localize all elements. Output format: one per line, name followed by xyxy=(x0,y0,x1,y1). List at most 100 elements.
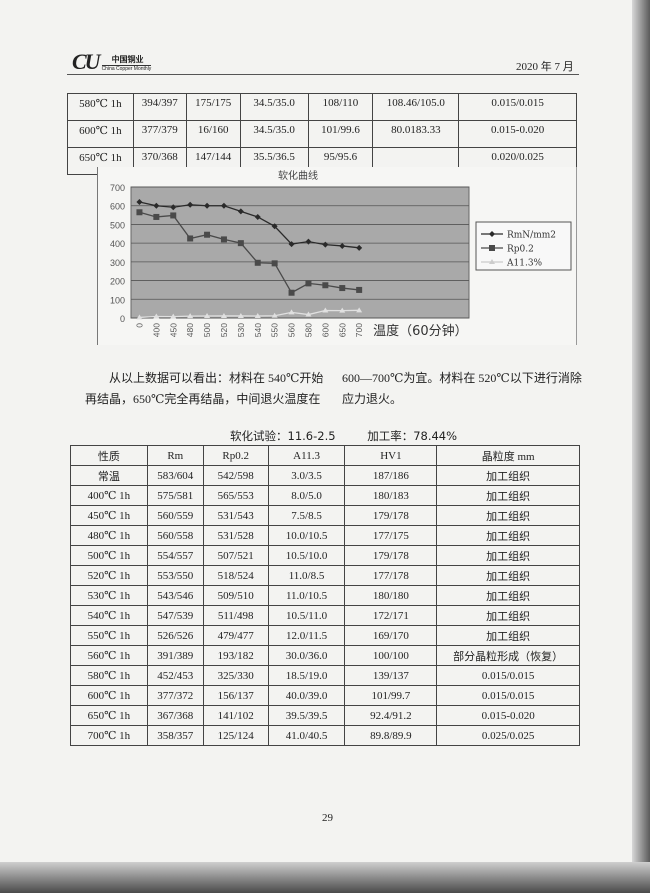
data-point xyxy=(339,242,346,249)
series-line-0 xyxy=(139,201,360,249)
column-header: Rm xyxy=(146,445,204,466)
data-point xyxy=(254,259,261,266)
table-cell: 141/102 xyxy=(202,705,269,726)
table-cell: 3.0/3.5 xyxy=(267,465,346,486)
table-cell: 400℃ 1h xyxy=(70,485,148,506)
data-point xyxy=(170,204,177,211)
data-point xyxy=(136,209,143,216)
table-cell: 180/183 xyxy=(344,485,438,506)
column-header: 性质 xyxy=(70,445,148,466)
table-cell: 40.0/39.0 xyxy=(267,685,346,706)
table-row: 500℃ 1h 554/557 507/521 10.5/10.0 179/178 加工组… xyxy=(70,545,580,566)
table-cell: 700℃ 1h xyxy=(70,725,148,746)
table-cell: 部分晶粒形成（恢复） xyxy=(436,645,580,666)
data-point xyxy=(288,241,295,248)
data-point xyxy=(237,240,244,247)
data-point xyxy=(305,238,312,245)
legend-label: Rp0.2 xyxy=(507,245,534,255)
table-cell: 0.015-0.020 xyxy=(458,120,577,148)
table-cell: 560/559 xyxy=(146,505,204,526)
table-cell: 41.0/40.5 xyxy=(267,725,346,746)
scan-edge-right xyxy=(632,0,650,893)
y-tick-label: 200 xyxy=(110,277,125,287)
x-tick-label: 700 xyxy=(354,323,364,337)
table-cell: 11.0/8.5 xyxy=(267,565,346,586)
logo-mark: CU xyxy=(72,49,101,74)
data-point xyxy=(288,289,295,296)
data-point xyxy=(220,312,227,318)
table-row: 560℃ 1h 391/389 193/182 30.0/36.0 100/100 部分晶… xyxy=(70,645,580,666)
legend-label: RmN/mm2 xyxy=(507,231,556,241)
table-cell: 553/550 xyxy=(146,565,204,586)
table-row: 650℃ 1h 370/368 147/144 35.5/36.5 95/95.6 0.0… xyxy=(67,147,577,175)
table-row: 580℃ 1h 452/453 325/330 18.5/19.0 139/137 0.0… xyxy=(70,665,580,686)
table-cell: 179/178 xyxy=(344,505,438,526)
table-cell: 650℃ 1h xyxy=(70,705,148,726)
caption-rate: 加工率：78.44% xyxy=(367,429,458,443)
table-cell: 加工组织 xyxy=(436,585,580,606)
table-cell: 542/598 xyxy=(202,465,269,486)
table-cell: 92.4/91.2 xyxy=(344,705,438,726)
softening-test-table: 性质 Rm Rp0.2 A11.3 HV1 晶粒度 mm 常温 583/604 542/598… xyxy=(70,445,580,746)
data-point xyxy=(237,312,244,318)
table-cell: 7.5/8.5 xyxy=(267,505,346,526)
table-cell: 101/99.7 xyxy=(344,685,438,706)
table-cell: 177/175 xyxy=(344,525,438,546)
table-cell: 加工组织 xyxy=(436,565,580,586)
data-point xyxy=(136,314,143,320)
table-cell: 394/397 xyxy=(132,93,187,121)
x-tick-label: 480 xyxy=(185,323,195,337)
table-row: 540℃ 1h 547/539 511/498 10.5/11.0 172/171 加工组… xyxy=(70,605,580,626)
data-point xyxy=(271,312,278,318)
data-point xyxy=(356,286,363,293)
x-tick-label: 530 xyxy=(236,323,246,337)
x-tick-label: 600 xyxy=(320,323,330,337)
data-point xyxy=(339,285,346,292)
table-cell: 8.0/5.0 xyxy=(267,485,346,506)
table-cell: 89.8/89.9 xyxy=(344,725,438,746)
table-cell: 加工组织 xyxy=(436,525,580,546)
table-cell: 加工组织 xyxy=(436,465,580,486)
data-point xyxy=(153,313,160,319)
table-row: 530℃ 1h 543/546 509/510 11.0/10.5 180/180 加工组… xyxy=(70,585,580,606)
table-cell: 377/372 xyxy=(146,685,204,706)
x-tick-label: 0 xyxy=(134,323,144,328)
chart-title: 软化曲线 xyxy=(278,169,318,182)
table-cell: 180/180 xyxy=(344,585,438,606)
x-tick-label: 550 xyxy=(270,323,280,337)
table-cell: 139/137 xyxy=(344,665,438,686)
table-cell: 580℃ 1h xyxy=(67,93,134,121)
y-tick-label: 600 xyxy=(110,202,125,212)
column-header: HV1 xyxy=(344,445,438,466)
table-cell: 193/182 xyxy=(202,645,269,666)
data-point xyxy=(305,280,312,287)
table-cell: 543/546 xyxy=(146,585,204,606)
table-cell: 507/521 xyxy=(202,545,269,566)
data-point xyxy=(220,202,227,209)
y-tick-label: 300 xyxy=(110,258,125,268)
table-row: 520℃ 1h 553/550 518/524 11.0/8.5 177/178 加工组织 xyxy=(70,565,580,586)
caption-test: 软化试验：11.6-2.5 xyxy=(230,429,336,443)
data-point xyxy=(271,223,278,230)
table-cell: 10.5/11.0 xyxy=(267,605,346,626)
journal-logo: CU 中国铜业 China Copper Monthly xyxy=(72,49,152,74)
table-cell: 0.025/0.025 xyxy=(436,725,580,746)
table-cell: 16/160 xyxy=(185,120,241,148)
table-cell: 600℃ 1h xyxy=(70,685,148,706)
paragraph-left: 从以上数据可以看出：材料在 540℃开始再结晶，650℃完全再结晶，中间退火温度… xyxy=(85,371,324,406)
data-point xyxy=(204,231,211,238)
series-line-2 xyxy=(139,309,360,319)
legend-marker xyxy=(489,259,495,264)
table-cell: 156/137 xyxy=(202,685,269,706)
table-cell: 531/528 xyxy=(202,525,269,546)
column-header: A11.3 xyxy=(267,445,346,466)
table-cell: 34.5/35.0 xyxy=(239,120,309,148)
table-cell: 108.46/105.0 xyxy=(372,93,460,121)
table-cell: 加工组织 xyxy=(436,505,580,526)
table-row: 450℃ 1h 560/559 531/543 7.5/8.5 179/178 加工组织 xyxy=(70,505,580,526)
table-cell: 452/453 xyxy=(146,665,204,686)
legend-label: A11.3% xyxy=(506,259,543,269)
table-cell: 575/581 xyxy=(146,485,204,506)
x-tick-label: 400 xyxy=(151,323,161,337)
table-cell: 10.5/10.0 xyxy=(267,545,346,566)
